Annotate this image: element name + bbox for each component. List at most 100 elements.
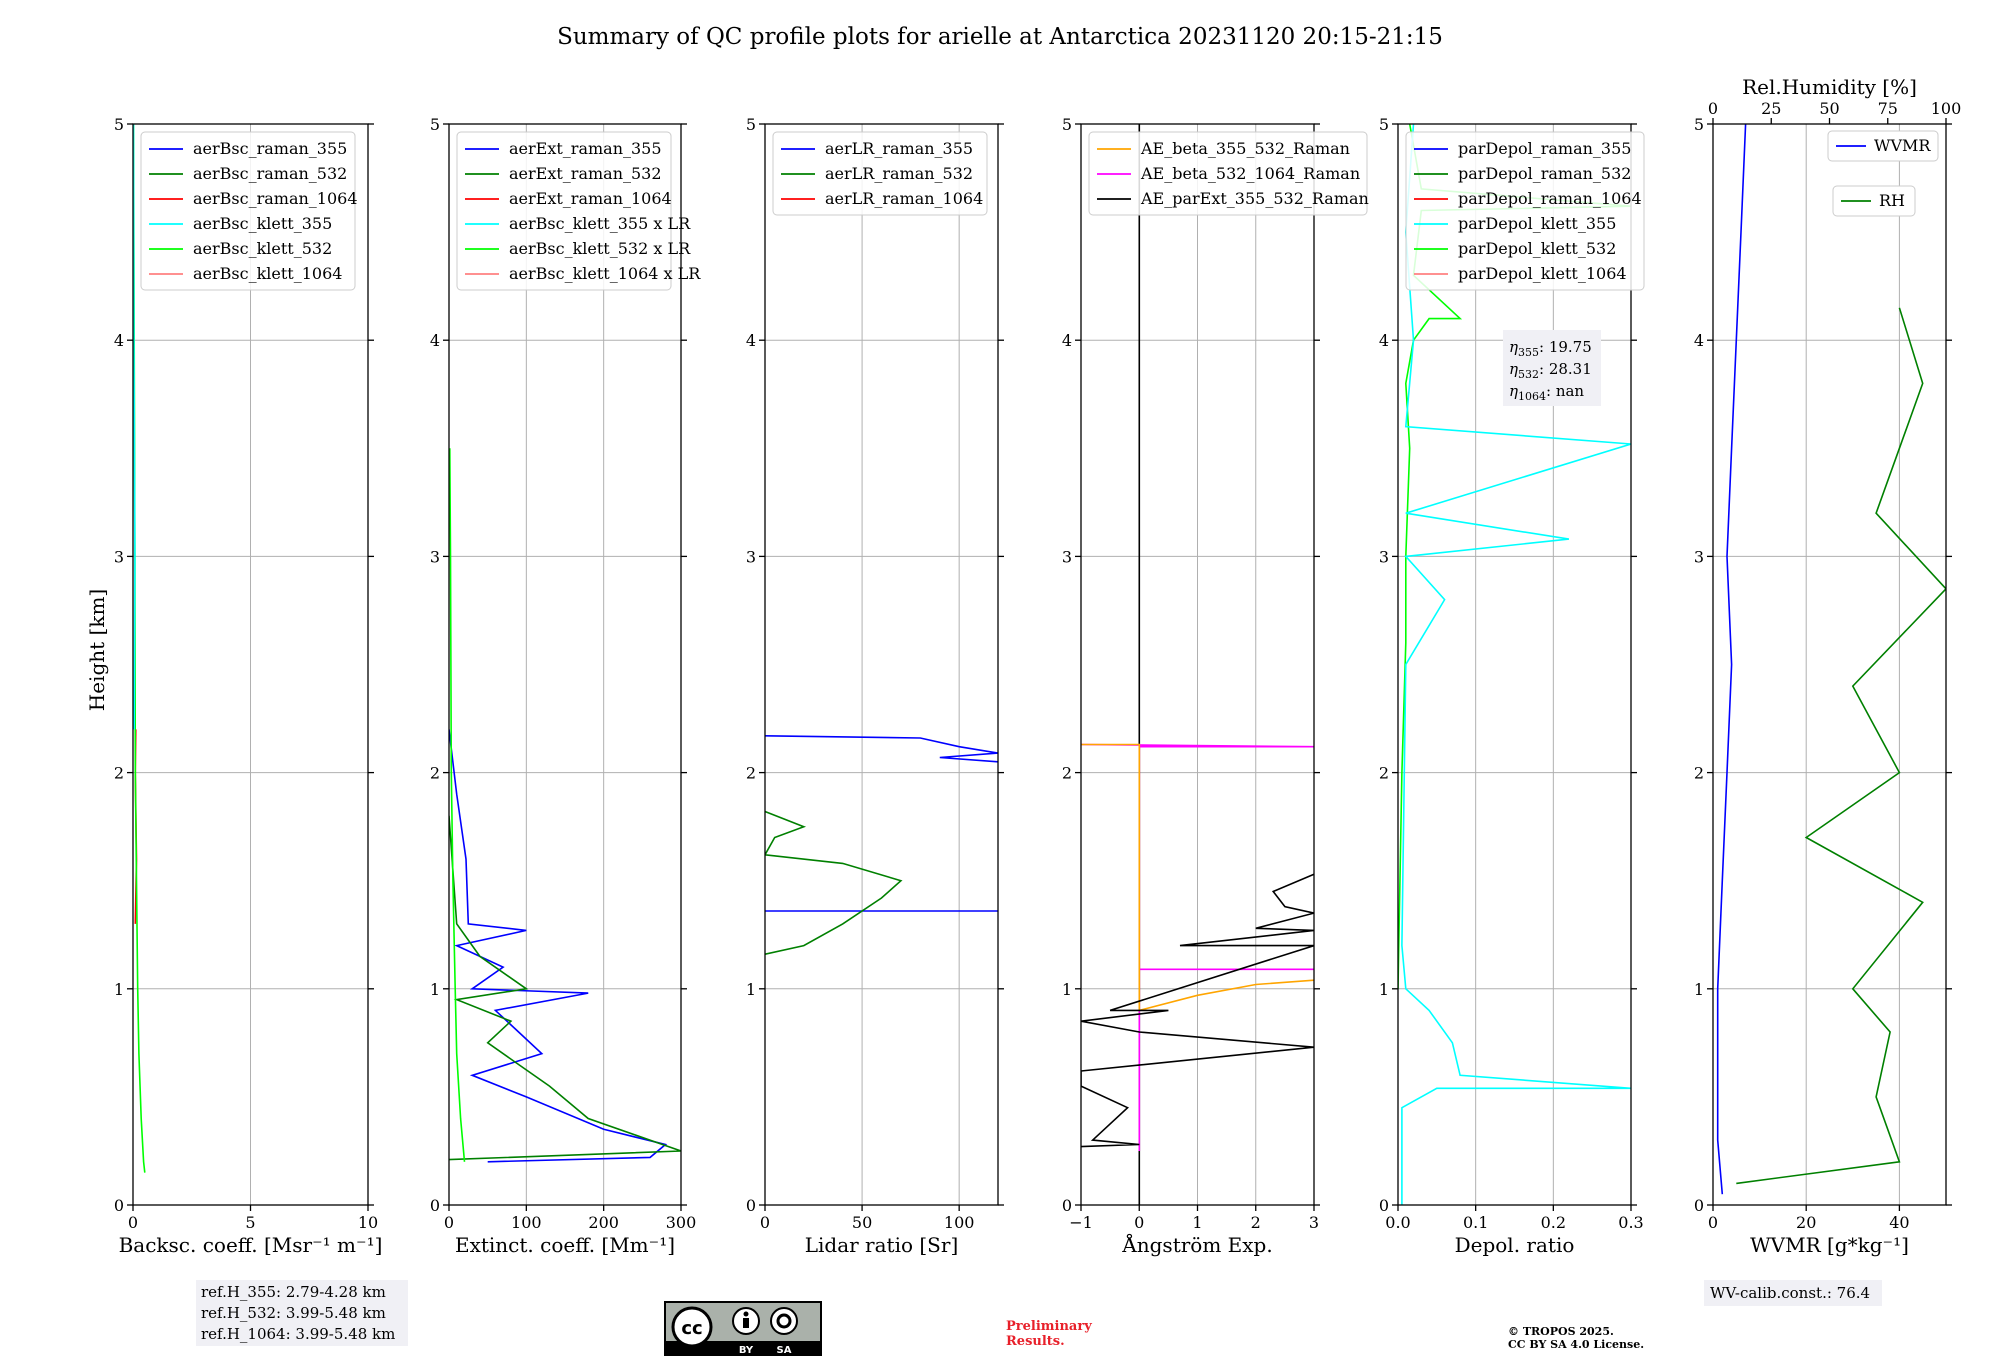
y-tick-label: 4 xyxy=(1062,331,1072,350)
ref-height-355: ref.H_355: 2.79-4.28 km xyxy=(201,1283,386,1301)
y-tick-label: 4 xyxy=(746,331,756,350)
legend-label: parDepol_raman_532 xyxy=(1458,164,1631,183)
y-tick-label: 2 xyxy=(430,764,440,783)
legend-label: AE_beta_355_532_Raman xyxy=(1140,139,1350,158)
x-tick-label: 0.3 xyxy=(1618,1213,1643,1232)
legend-label: aerExt_raman_1064 xyxy=(509,189,672,208)
panel-frame xyxy=(1712,123,1947,1206)
series-aerLR_raman_532 xyxy=(765,810,903,955)
x-tick-label: 0 xyxy=(128,1213,138,1232)
depol-calib-line: η532: 28.31 xyxy=(1509,360,1592,381)
y-tick-label: 2 xyxy=(1062,764,1072,783)
top-x-tick-label: 50 xyxy=(1819,99,1839,118)
series-group-bsc xyxy=(133,124,146,1173)
legend-label: RH xyxy=(1879,191,1905,210)
share-alike-icon xyxy=(770,1307,798,1335)
legend-ae: AE_beta_355_532_Raman AE_beta_532_1064_Ra… xyxy=(1088,131,1369,216)
y-tick-label: 0 xyxy=(746,1196,756,1215)
panel-frame xyxy=(1080,123,1315,1206)
legend-box xyxy=(1405,131,1645,291)
legend-bsc: aerBsc_raman_355 aerBsc_raman_532 aerBsc_r… xyxy=(140,131,358,291)
y-tick-label: 3 xyxy=(114,547,124,566)
x-tick-label: −1 xyxy=(1069,1213,1093,1232)
panel-frame xyxy=(764,123,999,1206)
panel-dep: 0 1 2 3 4 5 0.0 0.1 0.2 0.3 Depol. ratio parDepol_r… xyxy=(1379,115,1645,1257)
series-group-ext xyxy=(449,448,681,1163)
legend-label: parDepol_klett_532 xyxy=(1458,239,1616,258)
legend-box xyxy=(772,131,988,216)
legend-label: aerBsc_klett_532 xyxy=(193,239,332,258)
series-aerExt_raman_532 xyxy=(449,815,681,1161)
y-tick-label: 2 xyxy=(114,764,124,783)
y-tick-label: 4 xyxy=(430,331,440,350)
legend-box xyxy=(1827,130,1939,162)
attribution-icon-head xyxy=(743,1311,749,1317)
x-axis-label: Extinct. coeff. [Mm⁻¹] xyxy=(455,1233,675,1257)
wv-calib-text: WV-calib.const.: 76.4 xyxy=(1710,1284,1870,1302)
legend-box xyxy=(1832,185,1916,217)
series-group-wv xyxy=(1716,124,1946,1195)
x-tick-label: 0 xyxy=(444,1213,454,1232)
series-AE_beta_355_532_Raman xyxy=(1081,743,1314,1012)
attribution-icon-body xyxy=(743,1318,749,1328)
y-tick-label: 5 xyxy=(1694,115,1704,134)
cc-logo-icon xyxy=(671,1306,713,1348)
series-aerBsc_klett_532 x LR xyxy=(449,448,466,1162)
preliminary-line-1: Preliminary xyxy=(1006,1319,1092,1334)
x-tick-label: 0.0 xyxy=(1385,1213,1410,1232)
legend-label: parDepol_raman_1064 xyxy=(1458,189,1642,208)
legend-rh: RH xyxy=(1832,185,1916,217)
depol-calib-line: η1064: nan xyxy=(1509,382,1584,403)
top-x-tick-label: 25 xyxy=(1761,99,1781,118)
y-tick-label: 0 xyxy=(1694,1196,1704,1215)
x-axis-label: Lidar ratio [Sr] xyxy=(805,1233,959,1257)
y-tick-label: 5 xyxy=(114,115,124,134)
legend-label: parDepol_raman_355 xyxy=(1458,139,1631,158)
preliminary-line-2: Results. xyxy=(1006,1334,1065,1349)
legend-label: aerBsc_klett_1064 x LR xyxy=(509,264,701,283)
x-tick-label: 20 xyxy=(1796,1213,1816,1232)
legend-label: aerBsc_klett_355 x LR xyxy=(509,214,691,233)
x-tick-label: 10 xyxy=(358,1213,378,1232)
x-tick-label: 2 xyxy=(1251,1213,1261,1232)
series-RH xyxy=(1736,307,1946,1185)
y-tick-label: 1 xyxy=(746,980,756,999)
legend-lr: aerLR_raman_355 aerLR_raman_532 aerLR_rama… xyxy=(772,131,988,216)
x-tick-label: 5 xyxy=(245,1213,255,1232)
y-tick-label: 0 xyxy=(430,1196,440,1215)
legend-label: aerBsc_raman_355 xyxy=(193,139,347,158)
ref-height-532: ref.H_532: 3.99-5.48 km xyxy=(201,1304,386,1322)
y-tick-label: 0 xyxy=(114,1196,124,1215)
y-tick-label: 3 xyxy=(430,547,440,566)
license-sa-label: SA xyxy=(777,1345,792,1356)
legend-label: aerLR_raman_355 xyxy=(825,139,973,158)
y-tick-label: 2 xyxy=(1694,764,1704,783)
legend-label: AE_parExt_355_532_Raman xyxy=(1140,189,1369,208)
x-axis-label: Backsc. coeff. [Msr⁻¹ m⁻¹] xyxy=(119,1233,383,1257)
y-tick-label: 3 xyxy=(1379,547,1389,566)
x-tick-label: 0.2 xyxy=(1541,1213,1566,1232)
top-x-tick-label: 0 xyxy=(1708,99,1718,118)
legend-box xyxy=(140,131,356,291)
ref-height-box-bg xyxy=(196,1280,408,1346)
y-tick-label: 5 xyxy=(430,115,440,134)
series-parDepol_klett_355 xyxy=(1401,124,1631,1205)
y-tick-label: 0 xyxy=(1062,1196,1072,1215)
legend-label: aerLR_raman_1064 xyxy=(825,189,983,208)
legend-ext: aerExt_raman_355 aerExt_raman_532 aerExt_r… xyxy=(456,131,701,291)
y-tick-label: 4 xyxy=(114,331,124,350)
wv-calib-box-bg xyxy=(1704,1280,1882,1306)
y-tick-label: 4 xyxy=(1379,331,1389,350)
share-alike-icon-arc xyxy=(776,1313,792,1329)
x-tick-label: 300 xyxy=(666,1213,697,1232)
y-tick-label: 4 xyxy=(1694,331,1704,350)
y-tick-label: 1 xyxy=(430,980,440,999)
y-tick-label: 2 xyxy=(746,764,756,783)
x-tick-label: 1 xyxy=(1192,1213,1202,1232)
panel-frame xyxy=(448,123,682,1206)
legend-label: aerBsc_raman_532 xyxy=(193,164,347,183)
